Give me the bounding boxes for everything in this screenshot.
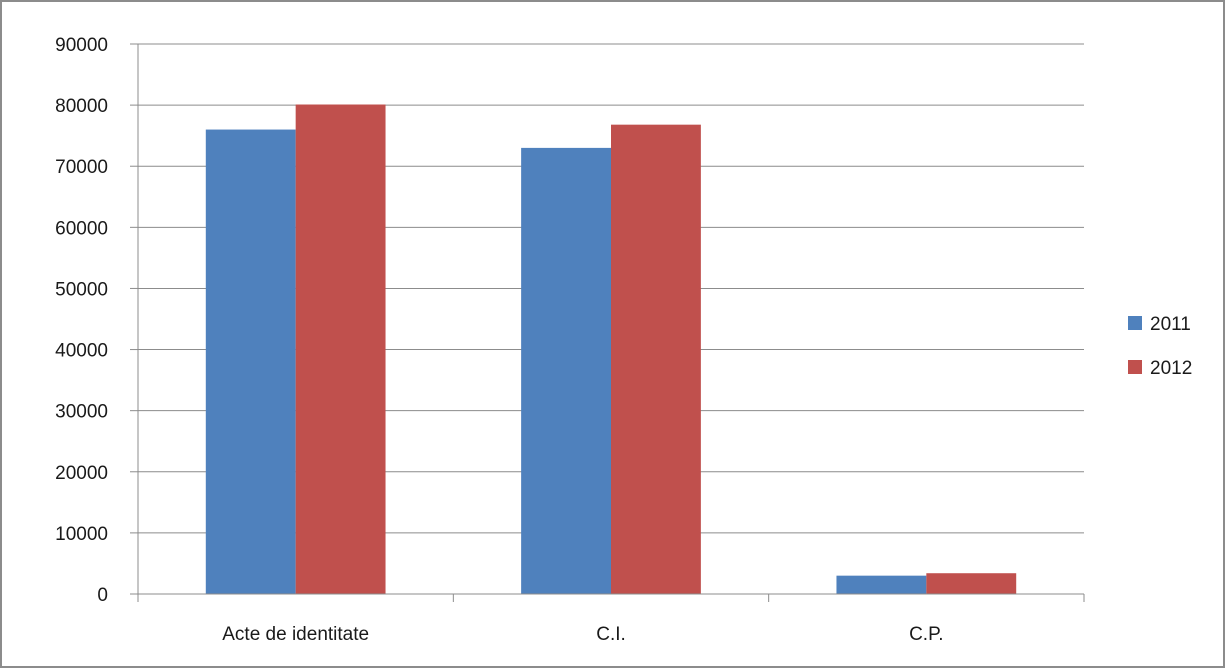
- bar-2012-2: [926, 573, 1017, 594]
- y-tick-label: 10000: [55, 524, 108, 545]
- x-tick-label: C.I.: [596, 624, 626, 645]
- x-tick-labels: Acte de identitate C.I. C.P.: [222, 624, 943, 645]
- legend: 2011 2012: [1128, 314, 1192, 379]
- bar-2011-0: [205, 129, 296, 595]
- bar-2012-1: [611, 124, 701, 595]
- legend-label-2012: 2012: [1150, 358, 1192, 379]
- legend-swatch-2011: [1128, 316, 1142, 330]
- y-tick-label: 0: [97, 585, 108, 606]
- y-tick-label: 20000: [55, 463, 108, 484]
- y-tick-label: 70000: [55, 157, 108, 178]
- y-tick-label: 90000: [55, 35, 108, 56]
- x-tick-label: C.P.: [909, 624, 944, 645]
- x-tick-label: Acte de identitate: [222, 624, 369, 645]
- bar-2011-2: [836, 575, 927, 594]
- y-tick-label: 80000: [55, 96, 108, 117]
- legend-label-2011: 2011: [1150, 314, 1191, 335]
- y-tick-label: 30000: [55, 402, 108, 423]
- y-tick-label: 60000: [55, 218, 108, 239]
- y-tick-labels: 0 10000 20000 30000 40000 50000 60000 70000 8000…: [55, 35, 108, 606]
- bar-2011-1: [521, 147, 611, 594]
- axes-group: [137, 44, 1085, 602]
- y-tick-label: 50000: [55, 279, 108, 300]
- legend-swatch-2012: [1128, 360, 1142, 374]
- bars-group: [205, 104, 1017, 595]
- bar-2012-0: [295, 104, 386, 594]
- y-tick-label: 40000: [55, 341, 108, 362]
